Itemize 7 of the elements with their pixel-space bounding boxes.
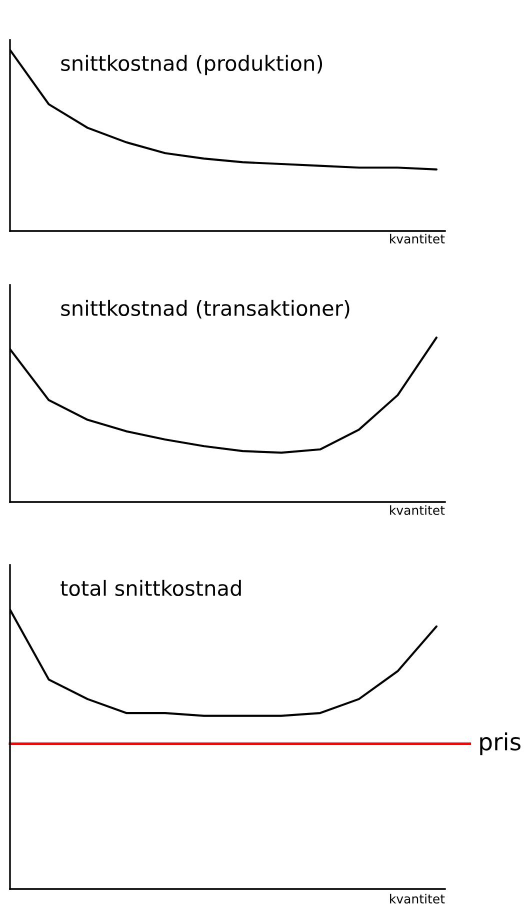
x-axis-title: kvantitet xyxy=(390,234,445,244)
chart-title: snittkostnad (produktion) xyxy=(61,54,322,76)
x-axis-title: kvantitet xyxy=(390,505,445,515)
chart-title: total snittkostnad xyxy=(60,580,241,596)
chart-title: snittkostnad (transaktioner) xyxy=(61,300,350,318)
x-axis-title: kvantitet xyxy=(390,894,445,904)
ref-line-label: pris xyxy=(480,732,520,756)
